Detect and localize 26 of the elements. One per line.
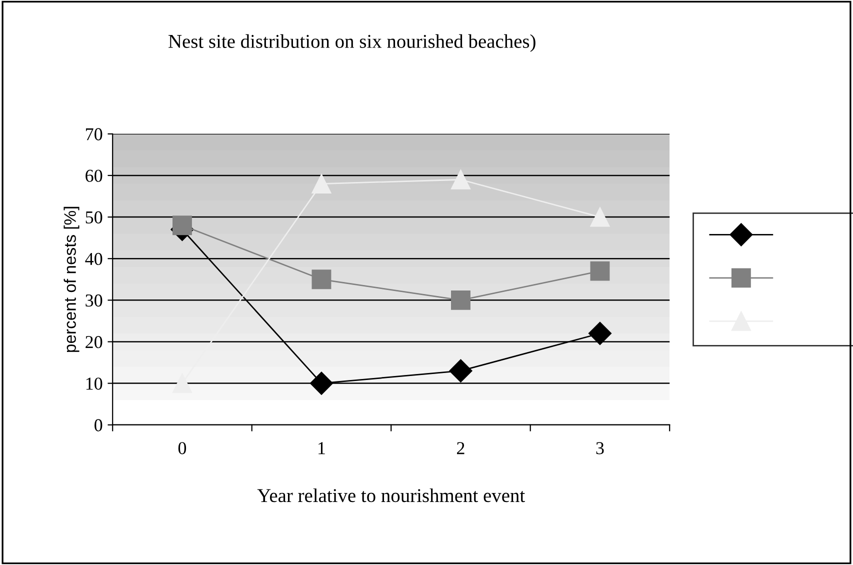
point [588,322,612,345]
y-tick-label: 30 [86,294,102,307]
y-tick-label: 0 [94,419,102,432]
point [310,372,333,395]
point [312,174,332,194]
point [172,216,192,236]
y-tick-label: 10 [86,378,102,390]
point [172,374,192,394]
y-tick-label: 20 [86,336,102,348]
y-tick-label: 70 [86,128,102,140]
x-axis-title: Year relative to nourishment event [257,488,525,502]
x-tick-label: 0 [178,442,186,454]
point [590,261,610,281]
y-tick-label: 50 [86,211,102,224]
x-tick-label: 2 [457,442,464,454]
y-tick-label: 40 [85,252,102,266]
point [590,207,610,227]
y-tick-label: 60 [86,170,102,182]
y-axis-title: percent of nests [%] [64,206,80,352]
point [312,270,332,290]
x-tick-label: 3 [596,442,604,454]
x-tick-label: 1 [318,442,325,454]
point [451,290,470,310]
chart-title: Nest site distribution on six nourished beaches) [168,34,536,52]
point [451,170,470,190]
point [449,359,472,382]
